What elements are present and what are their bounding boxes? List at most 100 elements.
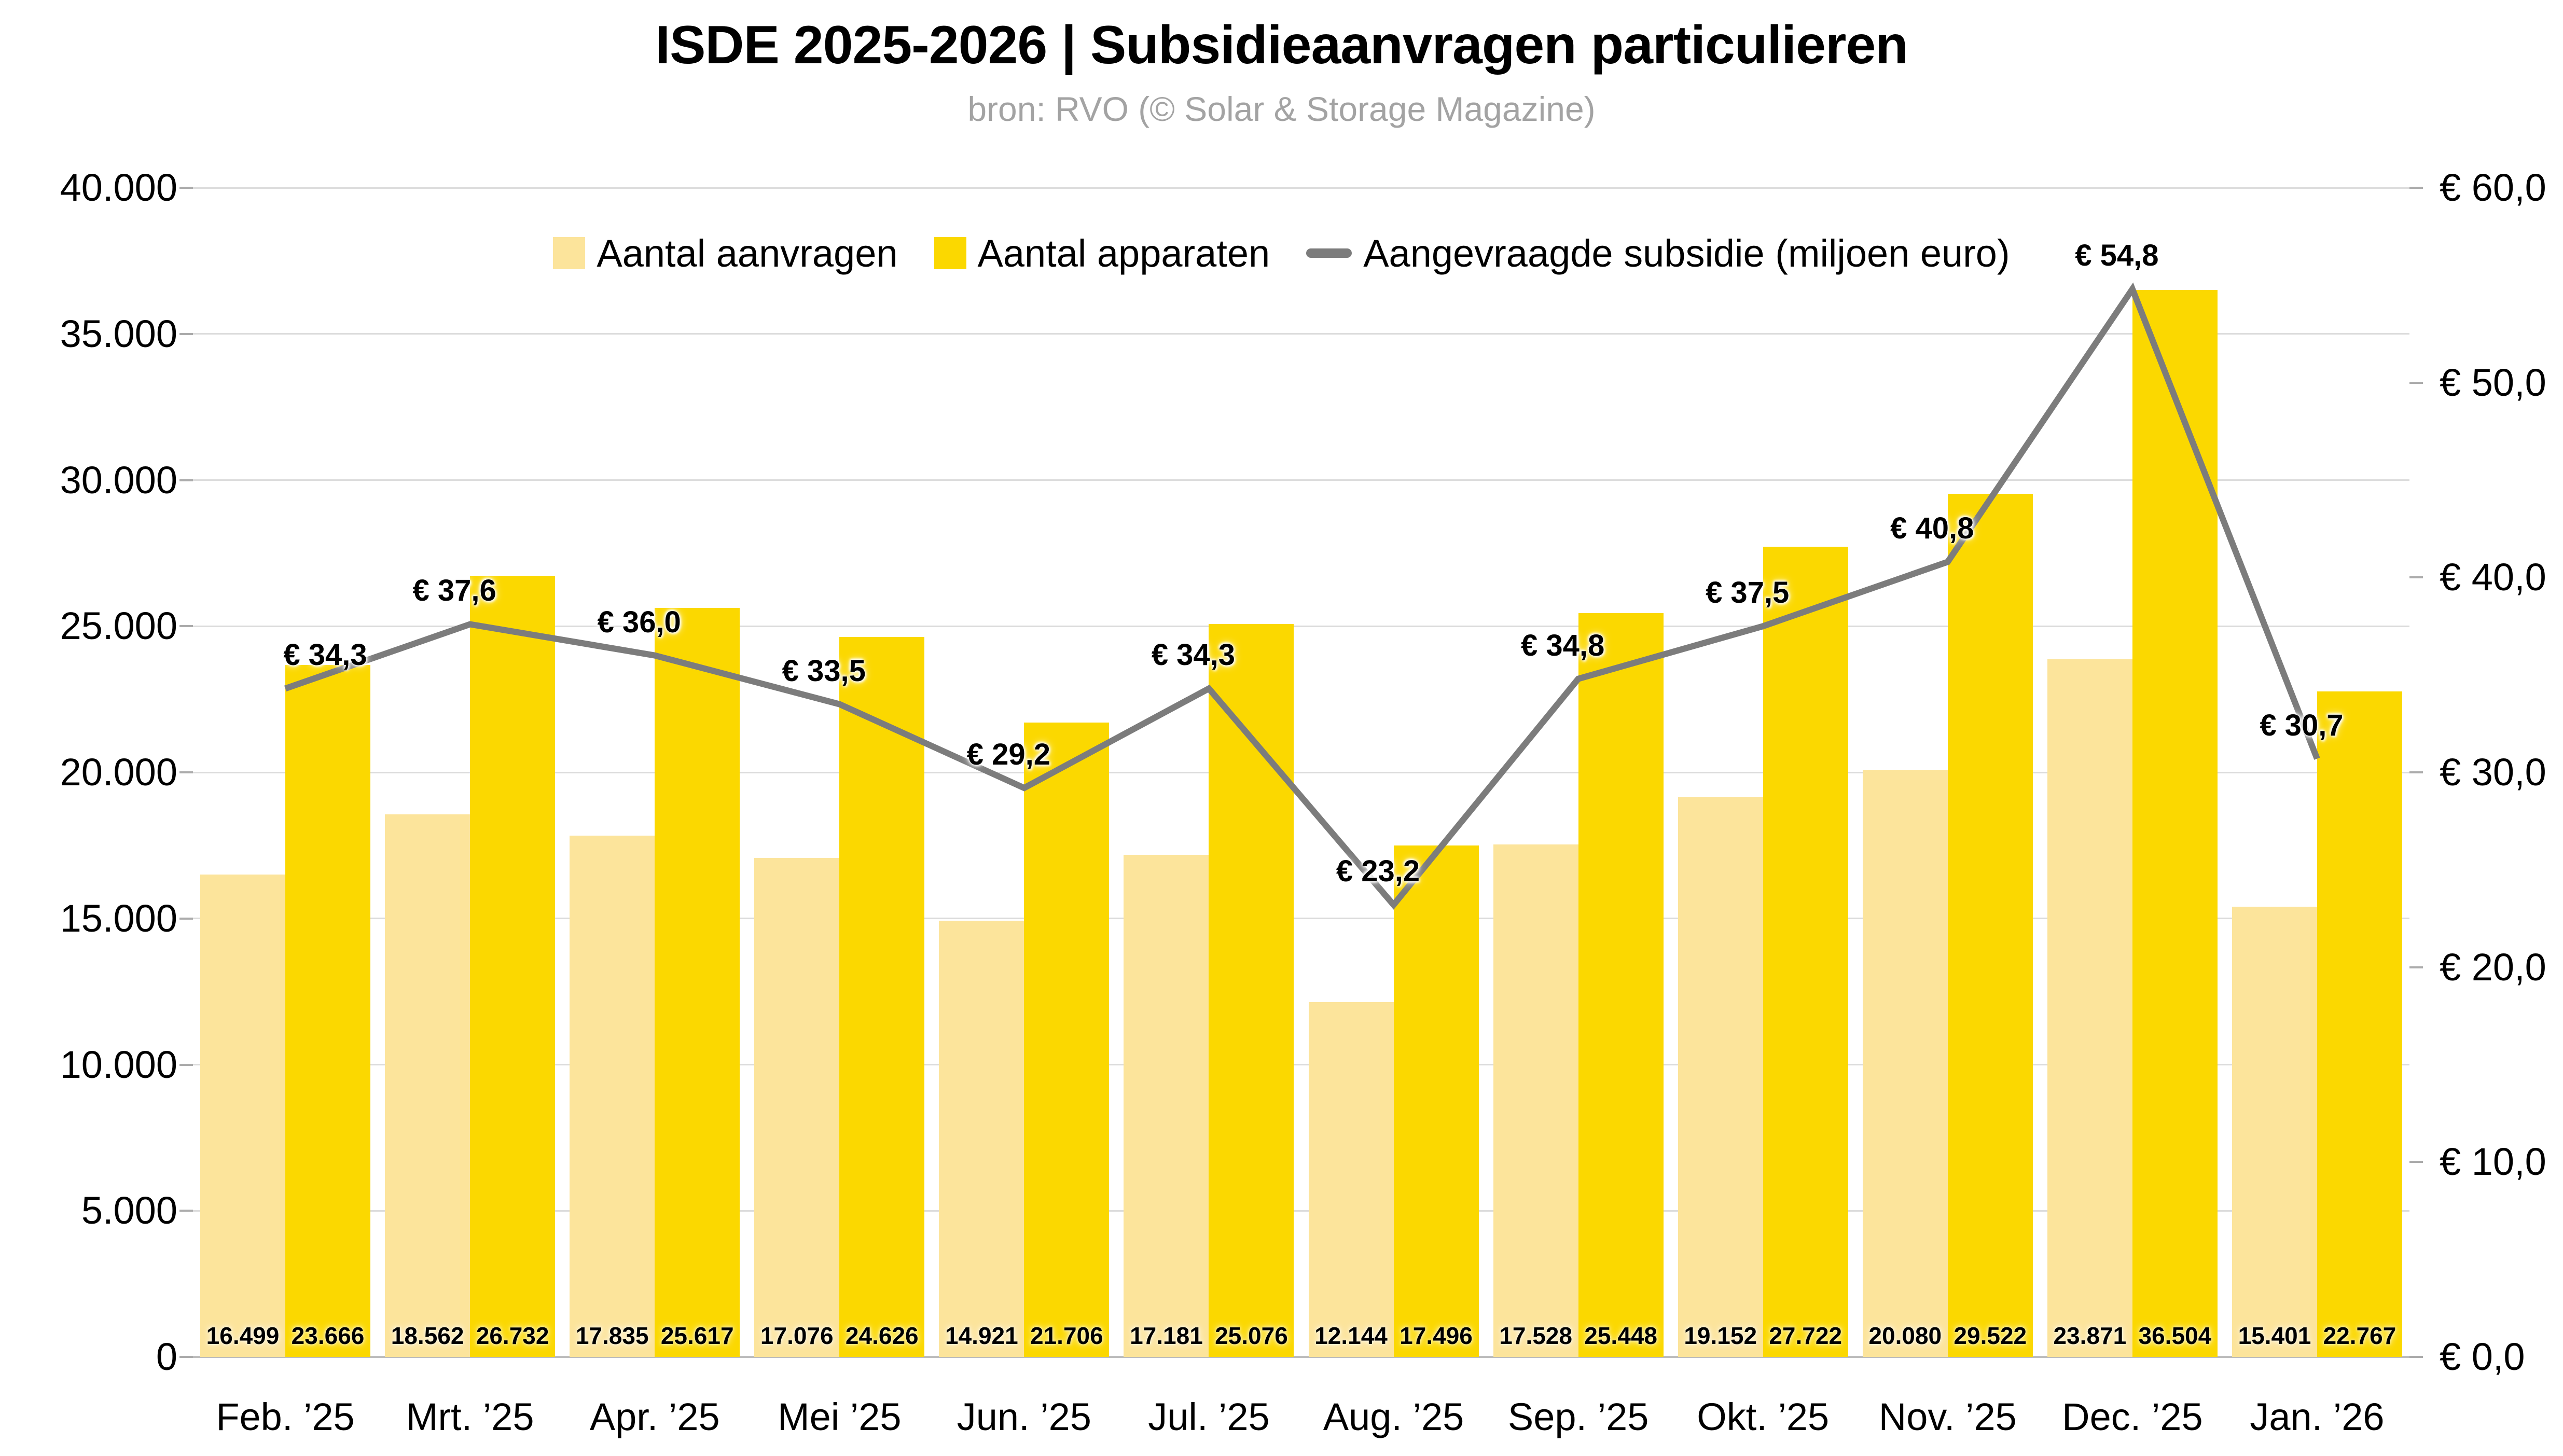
page-subtitle: bron: RVO (© Solar & Storage Magazine) xyxy=(967,90,1596,128)
legend-item-apparaten: Aantal apparaten xyxy=(934,231,1270,275)
left-axis-tick xyxy=(179,917,193,920)
bar-value-label-apparaten: 36.504 xyxy=(2138,1322,2212,1349)
bar-apparaten xyxy=(1209,623,1294,1357)
left-axis-tick-label: 40.000 xyxy=(60,166,177,209)
bar-value-label-aanvragen: 17.528 xyxy=(1499,1322,1572,1349)
page-title: ISDE 2025-2026 | Subsidieaanvragen parti… xyxy=(655,15,1908,75)
subsidy-line xyxy=(284,282,2320,910)
bar-apparaten xyxy=(1024,722,1110,1357)
bar-value-label-aanvragen: 14.921 xyxy=(945,1322,1018,1349)
gridline xyxy=(193,187,2409,189)
bar-apparaten xyxy=(1578,613,1664,1357)
bar-value-label-apparaten: 25.448 xyxy=(1584,1322,1657,1349)
gridline xyxy=(193,333,2409,335)
bar-value-label-aanvragen: 12.144 xyxy=(1314,1322,1388,1349)
bar-apparaten xyxy=(2317,691,2402,1357)
bar-aanvragen xyxy=(1124,854,1209,1357)
bar-apparaten xyxy=(285,665,371,1357)
left-axis-tick xyxy=(179,187,193,189)
left-axis-tick-label: 15.000 xyxy=(60,896,177,940)
bar-value-label-aanvragen: 23.871 xyxy=(2053,1322,2127,1349)
legend-label-aanvragen: Aantal aanvragen xyxy=(597,231,898,275)
x-axis-label: Jul. ’25 xyxy=(1148,1395,1270,1438)
right-axis-tick-label: € 20,0 xyxy=(2440,945,2546,989)
bar-apparaten xyxy=(1763,546,1848,1357)
bar-value-label-aanvragen: 17.835 xyxy=(575,1322,649,1349)
x-axis-label: Feb. ’25 xyxy=(216,1395,355,1438)
x-axis-label: Apr. ’25 xyxy=(589,1395,720,1438)
bar-value-label-apparaten: 23.666 xyxy=(291,1322,365,1349)
bar-apparaten xyxy=(470,575,556,1357)
bar-apparaten xyxy=(655,608,740,1357)
bar-value-label-aanvragen: 19.152 xyxy=(1684,1322,1757,1349)
bar-apparaten xyxy=(1393,845,1479,1357)
line-value-label: € 37,6 xyxy=(412,574,496,608)
bar-value-label-aanvragen: 16.499 xyxy=(206,1322,280,1349)
left-axis-tick-label: 25.000 xyxy=(60,604,177,648)
gridline xyxy=(193,479,2409,481)
line-value-label: € 40,8 xyxy=(1890,511,1974,546)
bar-aanvragen xyxy=(1493,844,1578,1357)
bar-value-label-apparaten: 25.076 xyxy=(1215,1322,1288,1349)
legend-line-swatch-icon xyxy=(1306,248,1352,258)
bar-aanvragen xyxy=(2047,659,2132,1357)
right-axis-tick xyxy=(2409,381,2423,384)
bar-aanvragen xyxy=(1862,770,1948,1357)
line-value-label: € 34,3 xyxy=(1151,638,1236,672)
bar-value-label-aanvragen: 15.401 xyxy=(2238,1322,2311,1349)
gridline xyxy=(193,1356,2409,1358)
bar-aanvragen xyxy=(385,814,470,1357)
legend-item-subsidie: Aangevraagde subsidie (miljoen euro) xyxy=(1306,231,2010,275)
right-axis-tick-label: € 0,0 xyxy=(2440,1335,2525,1378)
legend-label-subsidie: Aangevraagde subsidie (miljoen euro) xyxy=(1363,231,2010,275)
bar-value-label-apparaten: 22.767 xyxy=(2323,1322,2396,1349)
left-axis-tick-label: 10.000 xyxy=(60,1043,177,1086)
right-axis-tick-label: € 40,0 xyxy=(2440,556,2546,599)
x-axis-label: Jun. ’25 xyxy=(957,1395,1091,1438)
line-value-label: € 34,3 xyxy=(283,638,367,672)
line-value-label: € 34,8 xyxy=(1520,628,1605,662)
left-axis-tick-label: 30.000 xyxy=(60,458,177,502)
gridline xyxy=(193,771,2409,773)
right-axis-tick-label: € 60,0 xyxy=(2440,166,2546,209)
bar-apparaten xyxy=(1947,494,2033,1357)
gridline xyxy=(193,918,2409,920)
left-axis-tick xyxy=(179,1356,193,1358)
right-axis-tick xyxy=(2409,187,2423,189)
x-axis-label: Mei ’25 xyxy=(778,1395,902,1438)
bar-value-label-apparaten: 24.626 xyxy=(845,1322,919,1349)
line-value-label: € 30,7 xyxy=(2260,708,2344,742)
left-axis-tick xyxy=(179,1210,193,1212)
bar-value-label-apparaten: 21.706 xyxy=(1030,1322,1103,1349)
gridline xyxy=(193,1210,2409,1212)
line-value-label: € 29,2 xyxy=(966,738,1050,772)
gridline xyxy=(193,625,2409,627)
bar-aanvragen xyxy=(939,921,1024,1357)
right-axis-tick xyxy=(2409,1161,2423,1163)
bar-aanvragen xyxy=(1678,797,1763,1357)
line-value-label: € 54,8 xyxy=(2075,239,2159,273)
right-axis-tick xyxy=(2409,966,2423,968)
bar-apparaten xyxy=(839,637,925,1357)
x-axis-label: Okt. ’25 xyxy=(1697,1395,1830,1438)
bar-value-label-aanvragen: 17.076 xyxy=(760,1322,834,1349)
legend-item-aanvragen: Aantal aanvragen xyxy=(553,231,898,275)
left-axis-tick xyxy=(179,771,193,773)
right-axis-tick-label: € 50,0 xyxy=(2440,360,2546,404)
legend: Aantal aanvragen Aantal apparaten Aangev… xyxy=(0,227,2563,279)
x-axis-label: Jan. ’26 xyxy=(2250,1395,2385,1438)
bar-aanvragen xyxy=(2232,907,2317,1357)
bar-value-label-apparaten: 27.722 xyxy=(1769,1322,1842,1349)
left-axis-tick xyxy=(179,1063,193,1066)
right-axis-tick xyxy=(2409,771,2423,773)
legend-swatch-apparaten-icon xyxy=(934,237,966,269)
left-axis-tick-label: 35.000 xyxy=(60,312,177,355)
line-value-label: € 37,5 xyxy=(1706,576,1790,610)
bar-value-label-aanvragen: 20.080 xyxy=(1868,1322,1942,1349)
line-value-label: € 36,0 xyxy=(597,605,681,639)
bar-aanvragen xyxy=(754,857,840,1357)
x-axis-label: Sep. ’25 xyxy=(1507,1395,1649,1438)
